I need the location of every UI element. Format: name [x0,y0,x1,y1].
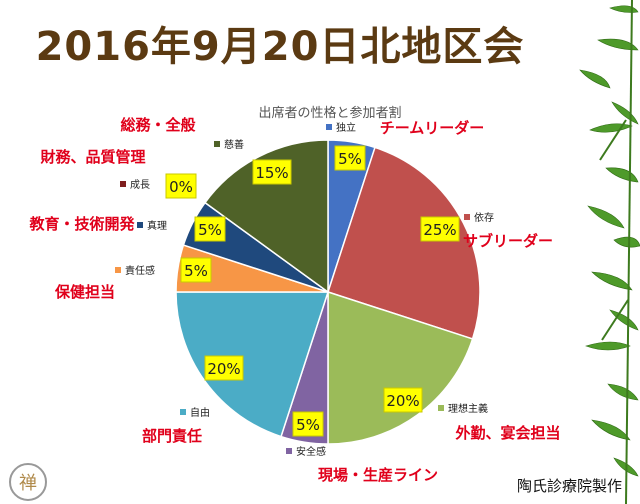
footer-credit: 陶氏診療院製作 [516,477,622,495]
value-label: 20% [207,360,240,378]
group-annotation: 現場・生産ライン [318,466,438,484]
legend-marker [120,181,126,187]
group-annotation: 外勤、宴会担当 [454,424,560,442]
legend-marker [115,267,121,273]
pie-slices [175,139,481,445]
group-annotation: 保健担当 [54,283,115,301]
slide-title: 2016年9月20日北地区会 [35,24,525,70]
value-label-box [204,355,244,381]
value-label: 15% [255,164,288,182]
category-label: 成長 [130,179,150,191]
group-annotation: 総務・全般 [120,116,195,134]
category-label: 責任感 [125,264,155,277]
category-label: 自由 [190,406,210,419]
legend-marker [438,405,444,411]
value-label-box [334,145,366,171]
pie-slice-慈善 [203,139,329,294]
value-label-box [180,257,212,283]
category-label: 真理 [147,219,167,232]
value-label: 5% [184,262,208,280]
value-label-box [292,411,324,437]
group-annotation: 部門責任 [142,427,202,445]
category-label: 理想主義 [448,402,488,415]
legend-marker [286,448,292,454]
pie-slice-自由 [175,291,330,438]
group-annotation: 財務、品質管理 [39,148,145,166]
group-annotation: 教育・技術開発 [28,215,135,233]
value-label: 5% [338,150,362,168]
value-label: 20% [386,392,419,410]
legend-marker [464,214,470,220]
zen-seal-logo: 禅 [9,463,47,501]
group-annotation: サブリーダー [463,232,553,250]
legend-marker [214,141,220,147]
value-label-box [165,173,197,199]
category-label: 依存 [474,211,494,224]
category-label: 慈善 [224,138,244,151]
value-label-box [252,159,292,185]
bamboo-decoration [579,0,640,504]
value-label-box [420,216,460,242]
svg-text:禅: 禅 [19,473,37,494]
pie-slice-依存 [327,146,481,340]
legend-marker [180,409,186,415]
value-label-box [383,387,423,413]
pie-slice-理想主義 [327,290,474,445]
chart-title: 出席者の性格と参加者割 [258,105,401,121]
value-label: 25% [423,221,456,239]
category-label: 独立 [336,121,356,134]
value-label: 0% [169,178,193,196]
legend-marker [137,222,143,228]
value-label: 5% [296,416,320,434]
category-label: 安全感 [296,445,326,458]
value-label: 5% [198,221,222,239]
value-label-box [194,216,226,242]
legend-marker [326,124,332,130]
group-annotation: チームリーダー [380,119,485,137]
